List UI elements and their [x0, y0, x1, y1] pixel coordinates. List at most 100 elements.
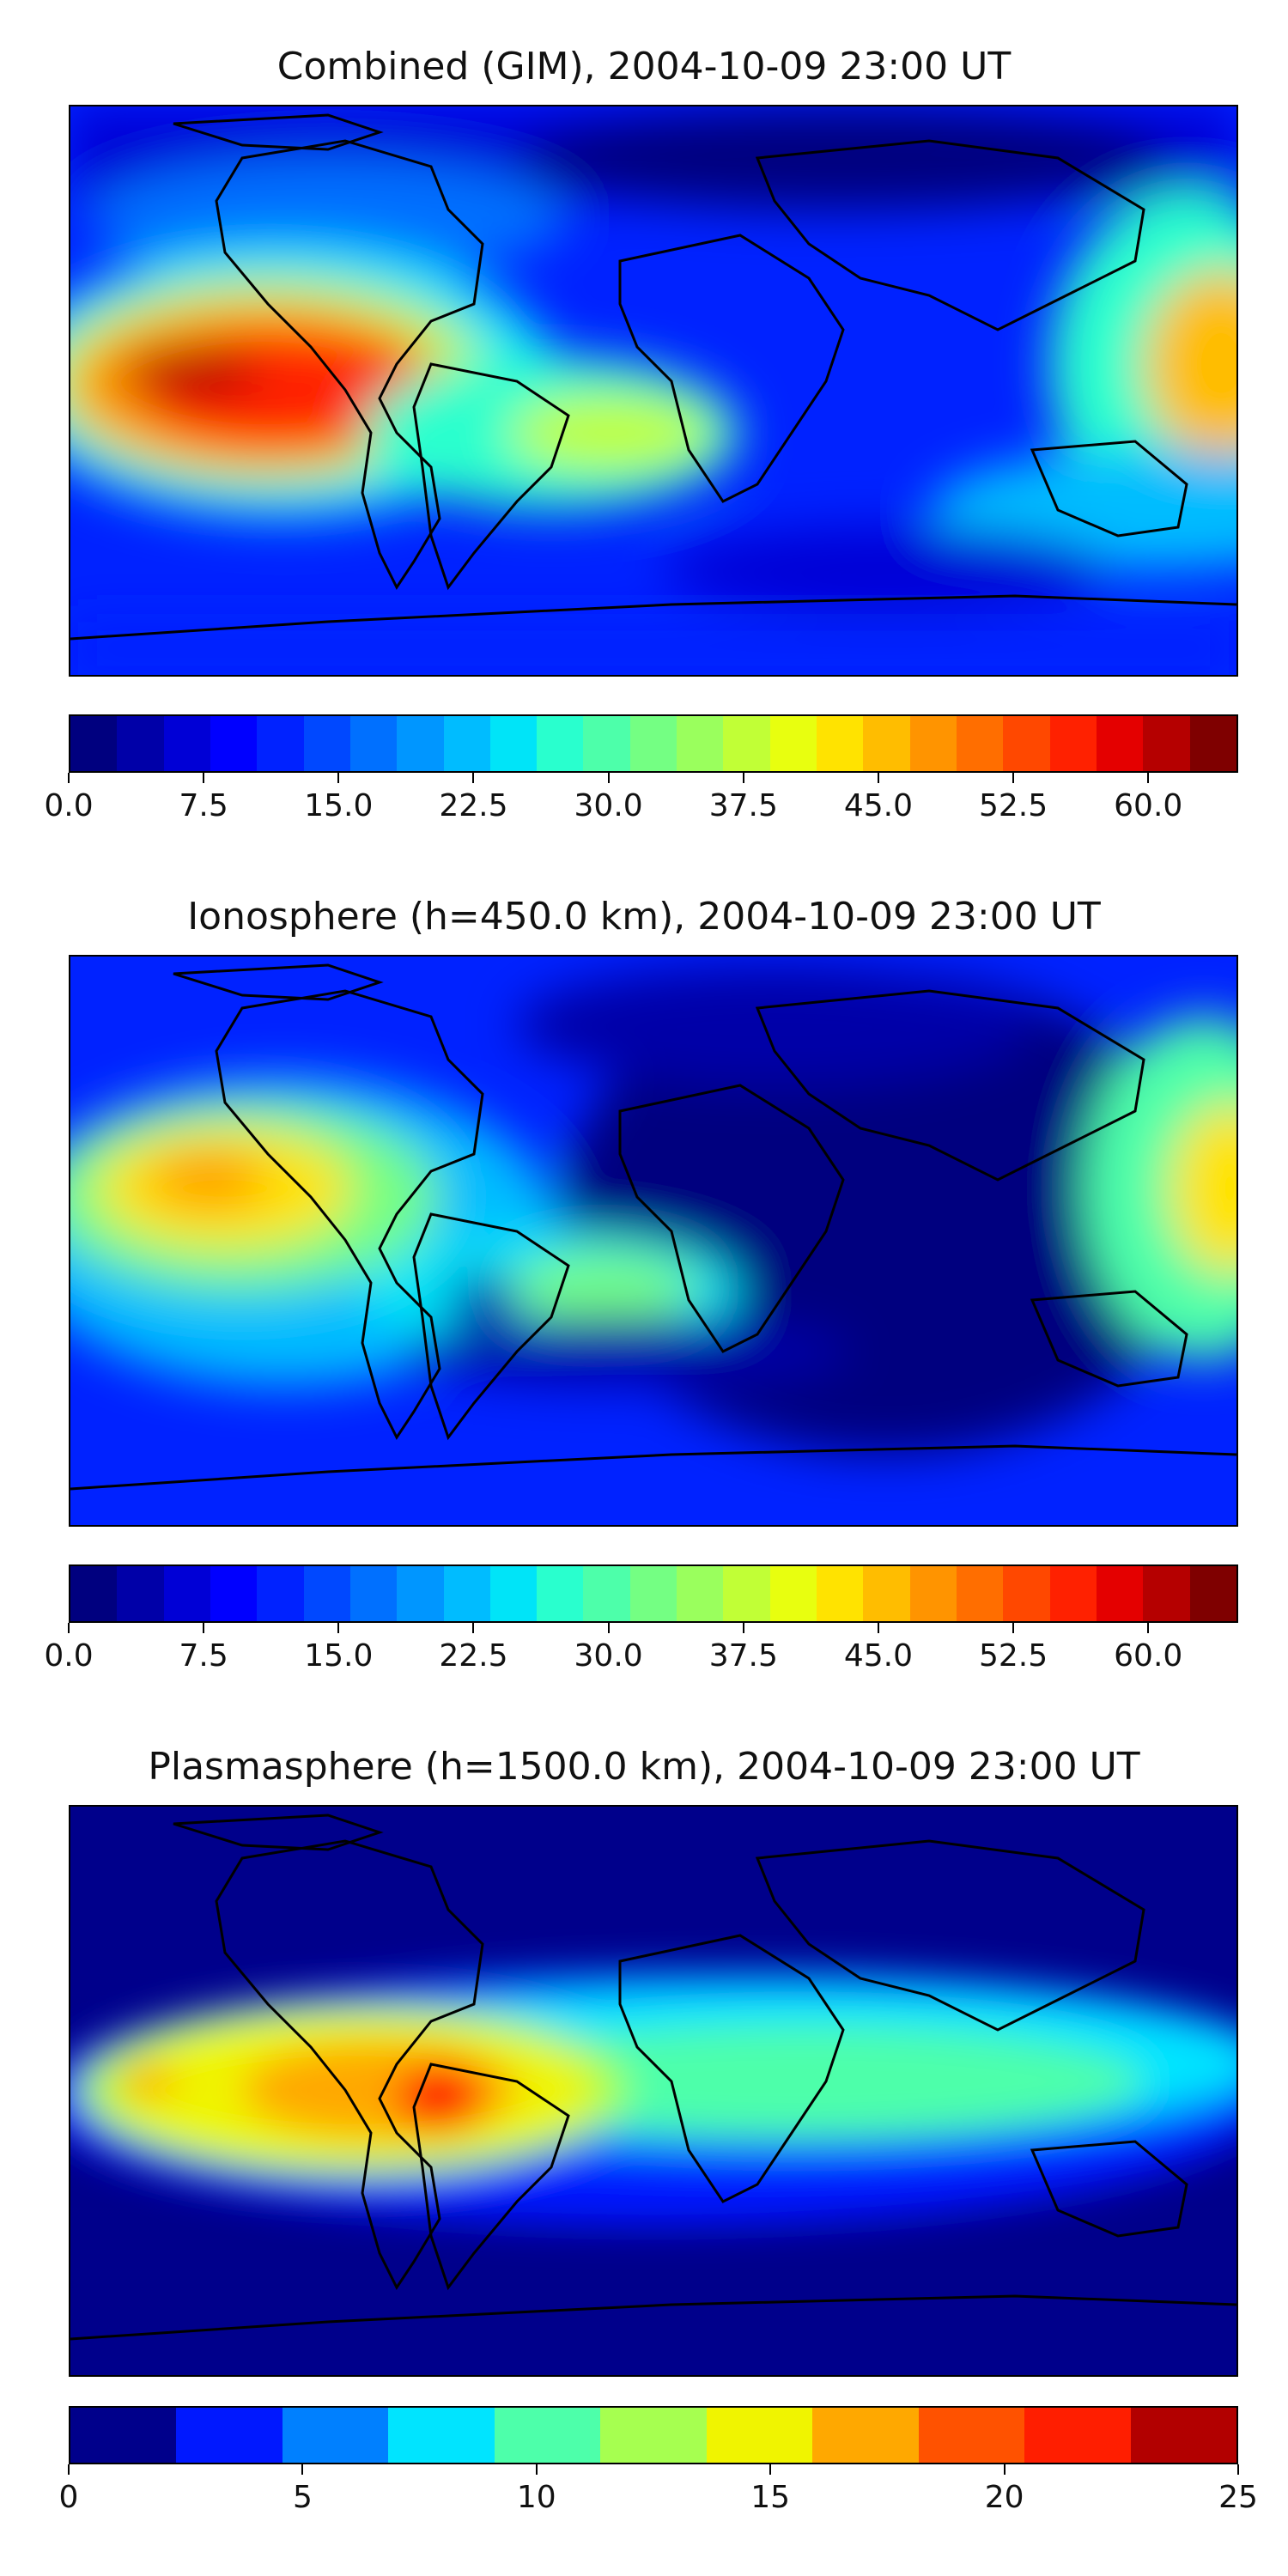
colorbar-tick-mark [877, 1623, 879, 1633]
colorbar-tick-label: 45.0 [843, 788, 913, 823]
colorbar-segment [1003, 1566, 1050, 1621]
colorbar-segment [918, 2408, 1025, 2463]
colorbar-segment [1003, 716, 1050, 771]
colorbar-tick-label: 52.5 [978, 788, 1048, 823]
colorbar-segment [537, 716, 584, 771]
colorbar-segment [1130, 2408, 1236, 2463]
colorbar-segment [1096, 1566, 1144, 1621]
colorbar-tick-label: 0.0 [44, 1638, 94, 1674]
coastlines [70, 113, 1236, 641]
colorbar-tick-mark [877, 773, 879, 783]
colorbar-segment [909, 716, 957, 771]
colorbar-tick-label: 37.5 [708, 788, 778, 823]
colorbar-segment [117, 1566, 164, 1621]
colorbar-segment [677, 1566, 724, 1621]
colorbar-segment [1049, 716, 1097, 771]
colorbar-segment [863, 716, 910, 771]
colorbar-tick-label: 60.0 [1114, 788, 1183, 823]
colorbar-segment [388, 2408, 495, 2463]
colorbar-segment [677, 716, 724, 771]
colorbar-tick-mark [769, 2464, 772, 2475]
colorbar-tick-label: 30.0 [574, 1638, 643, 1674]
colorbar-segment [1096, 716, 1144, 771]
colorbar-segment [489, 1566, 538, 1621]
panel-title: Combined (GIM), 2004-10-09 23:00 UT [276, 45, 1012, 88]
colorbar-combined [69, 714, 1238, 773]
colorbar-tick-label: 5 [292, 2480, 313, 2515]
colorbar-tick-mark [1147, 773, 1150, 783]
coastlines [70, 963, 1236, 1491]
colorbar-ticks-combined: 0.0 7.5 15.0 22.5 30.0 37.5 45.0 52.5 60.0 [44, 773, 1238, 824]
colorbar-tick-label: 60.0 [1114, 1638, 1183, 1674]
colorbar-tick-label: 22.5 [439, 788, 508, 823]
colorbar-segment [163, 1566, 210, 1621]
colorbar-segment [629, 1566, 677, 1621]
colorbar-tick-label: 0 [58, 2480, 79, 2515]
colorbar-tick-mark [607, 1623, 610, 1633]
colorbar-tick-label: 37.5 [708, 1638, 778, 1674]
tec-map-combined [69, 105, 1238, 677]
colorbar-segment [1143, 716, 1190, 771]
colorbar-segment [176, 2408, 283, 2463]
colorbar-tick-mark [68, 1623, 70, 1633]
tec-map-plasmasphere-svg [70, 1807, 1236, 2375]
colorbar-segment [257, 716, 304, 771]
tec-map-ionosphere [69, 955, 1238, 1527]
colorbar-tick-label: 45.0 [843, 1638, 913, 1674]
colorbar-tick-label: 0.0 [44, 788, 94, 823]
tec-map-combined-svg [70, 106, 1236, 675]
tec-map-ionosphere-svg [70, 957, 1236, 1525]
colorbar-tick-mark [1012, 773, 1015, 783]
colorbar-segment [909, 1566, 957, 1621]
colorbar-segment [210, 716, 258, 771]
colorbar-ticks-ionosphere: 0.0 7.5 15.0 22.5 30.0 37.5 45.0 52.5 60.0 [44, 1623, 1238, 1674]
colorbar-tick-mark [1147, 1623, 1150, 1633]
colorbar-tick-mark [337, 1623, 340, 1633]
colorbar-segment [956, 1566, 1004, 1621]
colorbar-tick-mark [203, 773, 205, 783]
colorbar-segment [583, 716, 630, 771]
colorbar-segment [397, 716, 444, 771]
colorbar-tick-label: 30.0 [574, 788, 643, 823]
colorbar-segment [163, 716, 210, 771]
colorbar-segment [723, 716, 770, 771]
colorbar-tick-mark [472, 1623, 475, 1633]
colorbar-segment [70, 2408, 177, 2463]
colorbar-tick-label: 22.5 [439, 1638, 508, 1674]
tec-map-plasmasphere [69, 1805, 1238, 2377]
colorbar-segment [443, 716, 490, 771]
colorbar-tick-mark [742, 773, 744, 783]
colorbar-tick-label: 7.5 [179, 1638, 228, 1674]
colorbar-segment [537, 1566, 584, 1621]
colorbar-segment [812, 2408, 919, 2463]
colorbar-tick-label: 25 [1218, 2480, 1258, 2515]
colorbar-segment [494, 2408, 601, 2463]
colorbar-tick-mark [68, 2464, 70, 2475]
colorbar-tick-label: 52.5 [978, 1638, 1048, 1674]
colorbar-segment [257, 1566, 304, 1621]
colorbar-segment [443, 1566, 490, 1621]
colorbar-segment [349, 1566, 398, 1621]
colorbar-segment [1189, 716, 1236, 771]
colorbar-ionosphere [69, 1564, 1238, 1623]
colorbar-segment [706, 2408, 813, 2463]
colorbar-segment [956, 716, 1004, 771]
colorbar-tick-mark [301, 2464, 304, 2475]
colorbar-ticks-plasmasphere: 0 5 10 15 20 25 [59, 2464, 1258, 2516]
colorbar-tick-label: 15.0 [304, 788, 374, 823]
colorbar-tick-mark [607, 773, 610, 783]
colorbar-segment [583, 1566, 630, 1621]
colorbar-segment [282, 2408, 389, 2463]
colorbar-tick-mark [1237, 2464, 1239, 2475]
colorbar-segment [397, 1566, 444, 1621]
colorbar-plasmasphere [69, 2406, 1238, 2464]
colorbar-tick-mark [68, 773, 70, 783]
colorbar-segment [70, 1566, 118, 1621]
colorbar-segment [1143, 1566, 1190, 1621]
panel-title: Plasmasphere (h=1500.0 km), 2004-10-09 2… [148, 1745, 1140, 1789]
colorbar-segment [1024, 2408, 1131, 2463]
colorbar-segment [600, 2408, 707, 2463]
colorbar-segment [1049, 1566, 1097, 1621]
colorbar-segment [303, 716, 350, 771]
colorbar-segment [303, 1566, 350, 1621]
